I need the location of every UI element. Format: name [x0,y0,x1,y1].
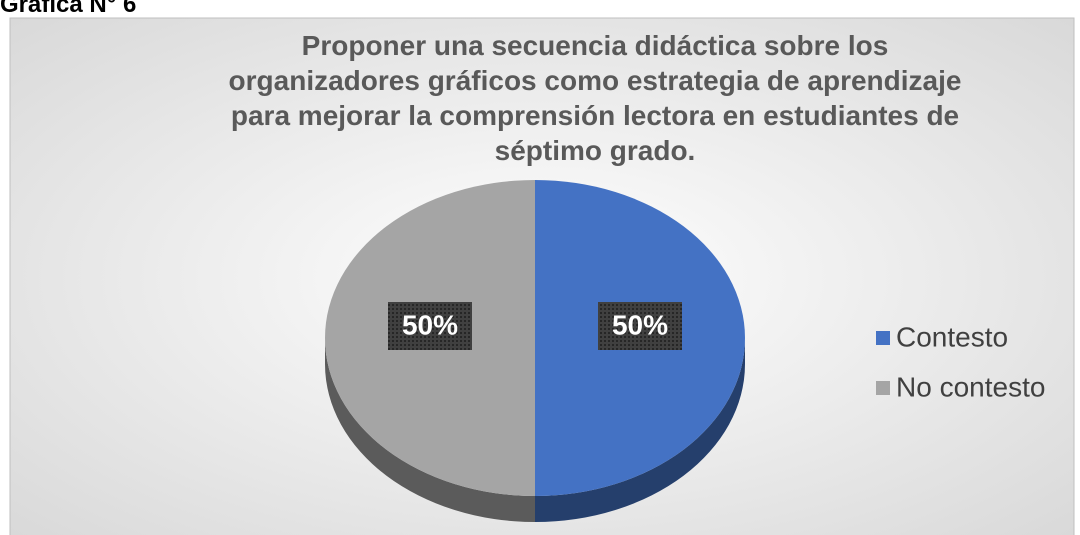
legend-label: No contesto [896,371,1045,402]
data-label: 50% [402,309,458,340]
chart-title: séptimo grado. [495,135,696,166]
legend-swatch [876,331,890,345]
label-box [598,302,682,350]
chart-title: Proponer una secuencia didáctica sobre l… [302,30,889,61]
slice-side [535,338,745,522]
caption: Gráfica N° 6 [0,0,136,18]
legend-label: Contesto [896,321,1008,352]
chart-title: organizadores gráficos como estrategia d… [229,65,962,96]
legend-swatch [876,381,890,395]
chart-title: para mejorar la comprensión lectora en e… [231,100,959,131]
label-box [388,302,472,350]
slice-side [325,338,535,522]
data-label: 50% [612,309,668,340]
